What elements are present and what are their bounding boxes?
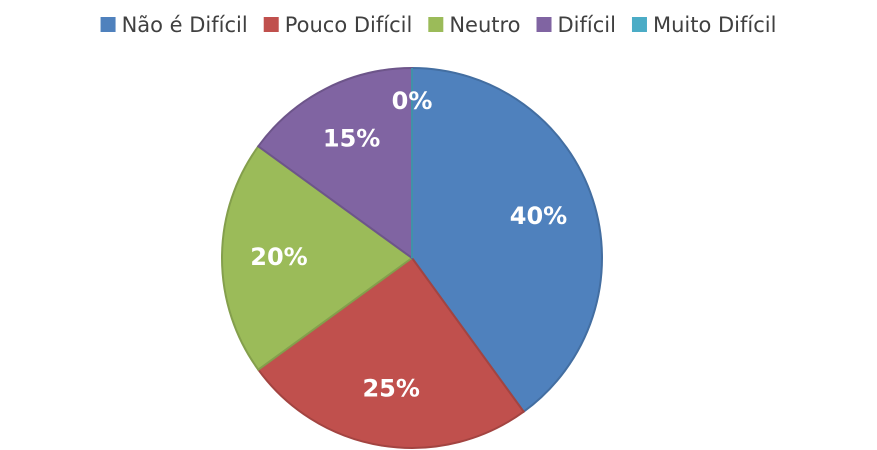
- legend-item: Neutro: [428, 13, 521, 37]
- legend-label: Muito Difícil: [653, 13, 776, 37]
- legend-swatch: [263, 17, 279, 32]
- legend-item: Pouco Difícil: [263, 13, 413, 37]
- legend: Não é Difícil Pouco Difícil Neutro Difícil M…: [100, 13, 776, 37]
- pie-slice: [256, 256, 526, 449]
- legend-item: Muito Difícil: [631, 13, 776, 37]
- pie-slice: [411, 66, 603, 414]
- legend-swatch: [536, 17, 552, 32]
- legend-label: Difícil: [558, 13, 616, 37]
- legend-swatch: [428, 17, 444, 32]
- legend-swatch: [100, 17, 116, 32]
- pie-slice: [256, 66, 413, 260]
- legend-label: Não é Difícil: [122, 13, 248, 37]
- legend-label: Pouco Difícil: [285, 13, 413, 37]
- pie-slice: [221, 144, 414, 372]
- legend-item: Difícil: [536, 13, 616, 37]
- legend-swatch: [631, 17, 647, 32]
- data-label: 25%: [362, 374, 419, 402]
- data-label: 40%: [510, 202, 567, 230]
- data-label: 15%: [323, 124, 380, 152]
- legend-item: Não é Difícil: [100, 13, 248, 37]
- data-labels: 40% 25% 20% 15% 0%: [250, 87, 567, 402]
- legend-label: Neutro: [449, 13, 520, 37]
- data-label: 20%: [250, 243, 307, 271]
- pie: [221, 66, 603, 449]
- data-label: 0%: [392, 87, 433, 115]
